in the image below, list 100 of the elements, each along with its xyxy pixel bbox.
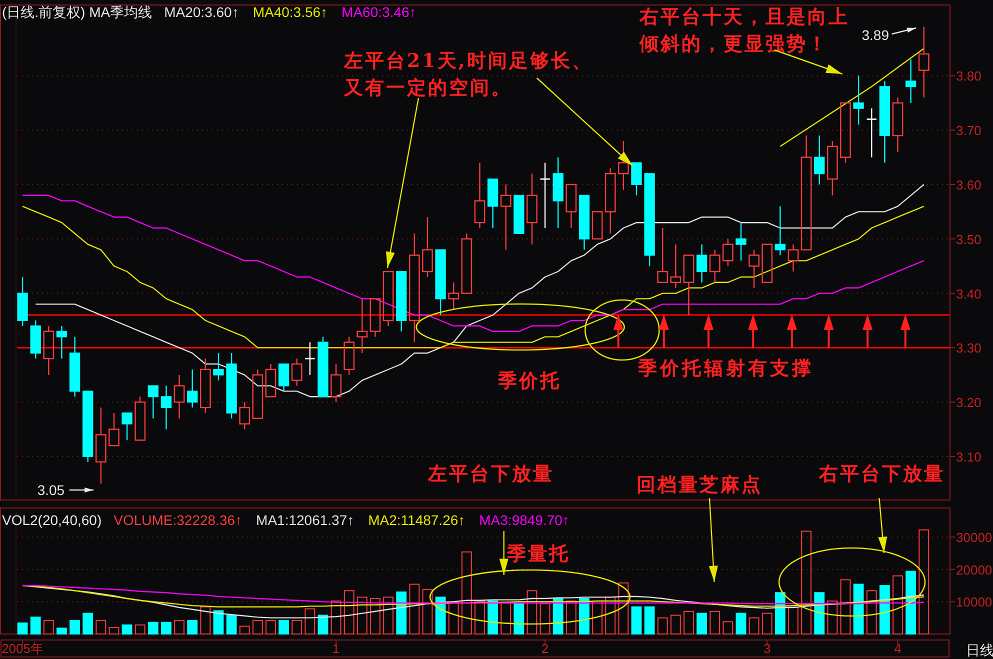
x-tick-label: 1 <box>332 641 340 656</box>
bar <box>448 602 459 634</box>
bar <box>892 575 903 634</box>
candlestick <box>762 244 773 284</box>
bar <box>161 622 172 634</box>
candlestick <box>618 140 629 191</box>
candlestick <box>304 342 316 376</box>
bar <box>122 624 132 634</box>
bar <box>43 620 54 634</box>
annotation: 左平台21天,时间足够长、又有一定的空间。 <box>342 50 593 99</box>
candlestick <box>265 363 276 398</box>
candlestick <box>148 385 158 420</box>
bar <box>827 600 838 634</box>
annotation: 季价托 <box>497 370 562 392</box>
candlestick <box>918 26 930 98</box>
x-tick-label: 2005年 <box>2 641 44 656</box>
bar <box>644 606 655 634</box>
candlestick <box>382 270 394 327</box>
annotation: 3.89 <box>862 27 890 43</box>
bar <box>239 626 250 634</box>
text: MA20:3.60↑ <box>164 4 239 20</box>
candlestick <box>500 184 512 250</box>
candlestick <box>696 244 708 284</box>
y-tick-label: 3.50 <box>956 232 982 247</box>
bar <box>500 602 512 634</box>
candlestick <box>213 352 224 381</box>
bar <box>200 606 211 634</box>
bar <box>383 596 394 634</box>
bar <box>540 603 550 634</box>
y-tick-label: 3.40 <box>956 286 982 302</box>
bar <box>213 610 224 634</box>
annotation: 回档量芝麻点 <box>636 474 763 496</box>
candlestick <box>800 134 812 250</box>
x-tick-label: 2 <box>541 641 549 656</box>
bar <box>409 584 420 634</box>
annotation: 左平台下放量 <box>427 463 554 485</box>
text: MA40:3.56↑ <box>252 4 328 20</box>
bar <box>762 612 772 634</box>
candlestick <box>540 162 551 229</box>
bar <box>514 603 524 634</box>
candlestick <box>278 363 290 392</box>
bar <box>736 612 746 634</box>
bar <box>370 598 380 634</box>
bar <box>30 616 41 634</box>
candlestick <box>670 244 682 288</box>
candlestick <box>526 173 538 245</box>
bar <box>801 530 812 634</box>
annotation: 右平台下放量 <box>818 463 946 485</box>
candlestick <box>566 184 577 229</box>
candlestick <box>160 385 172 430</box>
bar <box>840 579 851 634</box>
bar <box>710 610 720 634</box>
bar <box>226 614 237 634</box>
y-tick-label: 3.80 <box>956 68 982 84</box>
bar <box>918 529 930 634</box>
candlestick <box>108 412 120 446</box>
candlestick <box>683 254 694 316</box>
y-tick-label: 30000 <box>956 530 992 546</box>
candlestick <box>43 325 54 376</box>
candlestick <box>866 108 878 158</box>
bar <box>618 582 629 634</box>
bar <box>657 617 668 634</box>
bar <box>579 598 590 634</box>
bar <box>356 596 368 634</box>
text: MA1:12061.37↑ <box>256 512 354 528</box>
candlestick <box>814 134 825 186</box>
ref-line-label: 季价托辐射有支撑 <box>636 358 814 380</box>
bar <box>748 617 760 634</box>
bar <box>526 590 538 634</box>
bar <box>605 596 616 634</box>
bar <box>134 624 146 634</box>
x-tick-label: 4 <box>894 641 902 656</box>
candlestick <box>122 412 132 441</box>
bar <box>461 551 472 634</box>
bar <box>344 590 354 634</box>
bar <box>187 620 198 634</box>
text: MA2:11487.26↑ <box>368 512 466 528</box>
bar <box>278 620 289 634</box>
annotation: 季量托 <box>506 543 570 565</box>
bar <box>879 585 890 634</box>
bar <box>696 612 708 634</box>
line-series <box>35 184 924 398</box>
bar <box>592 600 603 634</box>
candlestick <box>187 368 198 408</box>
candlestick <box>592 211 603 240</box>
bar <box>252 620 263 634</box>
candlestick <box>774 206 786 256</box>
candlestick <box>788 244 799 272</box>
y-tick-label: 10000 <box>956 594 992 610</box>
candlestick <box>474 162 486 229</box>
chart-title: VOL2(20,40,60) <box>2 512 102 528</box>
x-tick-label: 3 <box>764 641 771 656</box>
bar <box>422 588 433 634</box>
bar <box>866 590 877 634</box>
candlestick <box>657 227 668 284</box>
bar <box>148 622 158 634</box>
y-tick-label: 3.30 <box>956 340 982 356</box>
candlestick <box>356 298 368 354</box>
bar <box>670 614 681 634</box>
bar <box>17 622 28 634</box>
